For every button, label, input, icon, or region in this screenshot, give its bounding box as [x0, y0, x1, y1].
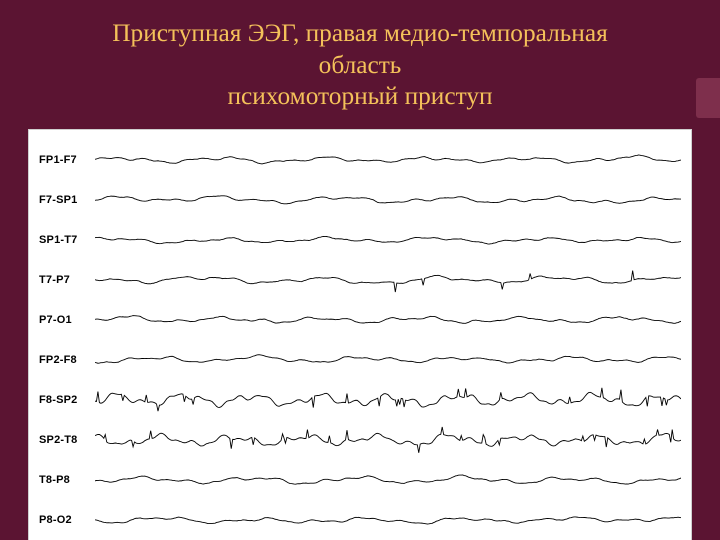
slide-decoration	[696, 78, 720, 118]
eeg-channel-label: SP2-T8	[39, 434, 95, 446]
eeg-trace	[95, 420, 681, 460]
eeg-channel-label: F8-SP2	[39, 394, 95, 406]
eeg-channel-label: SP1-T7	[39, 234, 95, 246]
eeg-channel-row: T7-P7	[39, 260, 681, 300]
eeg-channel-label: FP2-F8	[39, 354, 95, 366]
eeg-trace	[95, 380, 681, 420]
eeg-channel-row: F7-SP1	[39, 180, 681, 220]
eeg-channel-row: SP2-T8	[39, 420, 681, 460]
eeg-channel-row: SP1-T7	[39, 220, 681, 260]
eeg-trace	[95, 140, 681, 180]
eeg-trace	[95, 460, 681, 500]
eeg-channel-row: FP2-F8	[39, 340, 681, 380]
slide-title: Приступная ЭЭГ, правая медио-темпоральна…	[40, 18, 680, 113]
eeg-channel-row: F8-SP2	[39, 380, 681, 420]
eeg-trace	[95, 300, 681, 340]
eeg-trace	[95, 500, 681, 540]
eeg-channel-row: P8-O2	[39, 500, 681, 540]
title-line-2: область	[319, 51, 402, 79]
eeg-channel-label: T7-P7	[39, 274, 95, 286]
eeg-trace	[95, 340, 681, 380]
eeg-trace	[95, 220, 681, 260]
slide: Приступная ЭЭГ, правая медио-темпоральна…	[0, 0, 720, 540]
eeg-channel-label: P8-O2	[39, 514, 95, 526]
eeg-channel-row: FP1-F7	[39, 140, 681, 180]
eeg-channel-label: T8-P8	[39, 474, 95, 486]
eeg-channel-label: P7-O1	[39, 314, 95, 326]
eeg-channel-label: FP1-F7	[39, 154, 95, 166]
title-line-3: психомоторный приступ	[227, 82, 492, 110]
eeg-trace	[95, 180, 681, 220]
eeg-channel-row: T8-P8	[39, 460, 681, 500]
eeg-channel-label: F7-SP1	[39, 194, 95, 206]
title-line-1: Приступная ЭЭГ, правая медио-темпоральна…	[112, 19, 607, 47]
eeg-trace	[95, 260, 681, 300]
eeg-channel-row: P7-O1	[39, 300, 681, 340]
eeg-panel: FP1-F7 F7-SP1 SP1-T7 T7-P7 P7-O1 FP2-F8 F8-SP2…	[28, 129, 692, 540]
